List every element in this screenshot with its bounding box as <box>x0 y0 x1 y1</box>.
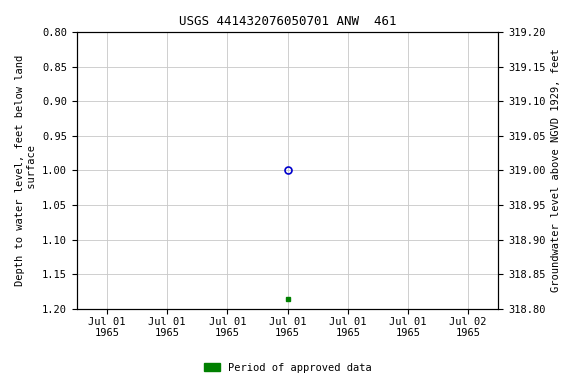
Y-axis label: Depth to water level, feet below land
 surface: Depth to water level, feet below land su… <box>15 55 37 286</box>
Title: USGS 441432076050701 ANW  461: USGS 441432076050701 ANW 461 <box>179 15 396 28</box>
Legend: Period of approved data: Period of approved data <box>200 359 376 377</box>
Y-axis label: Groundwater level above NGVD 1929, feet: Groundwater level above NGVD 1929, feet <box>551 49 561 292</box>
